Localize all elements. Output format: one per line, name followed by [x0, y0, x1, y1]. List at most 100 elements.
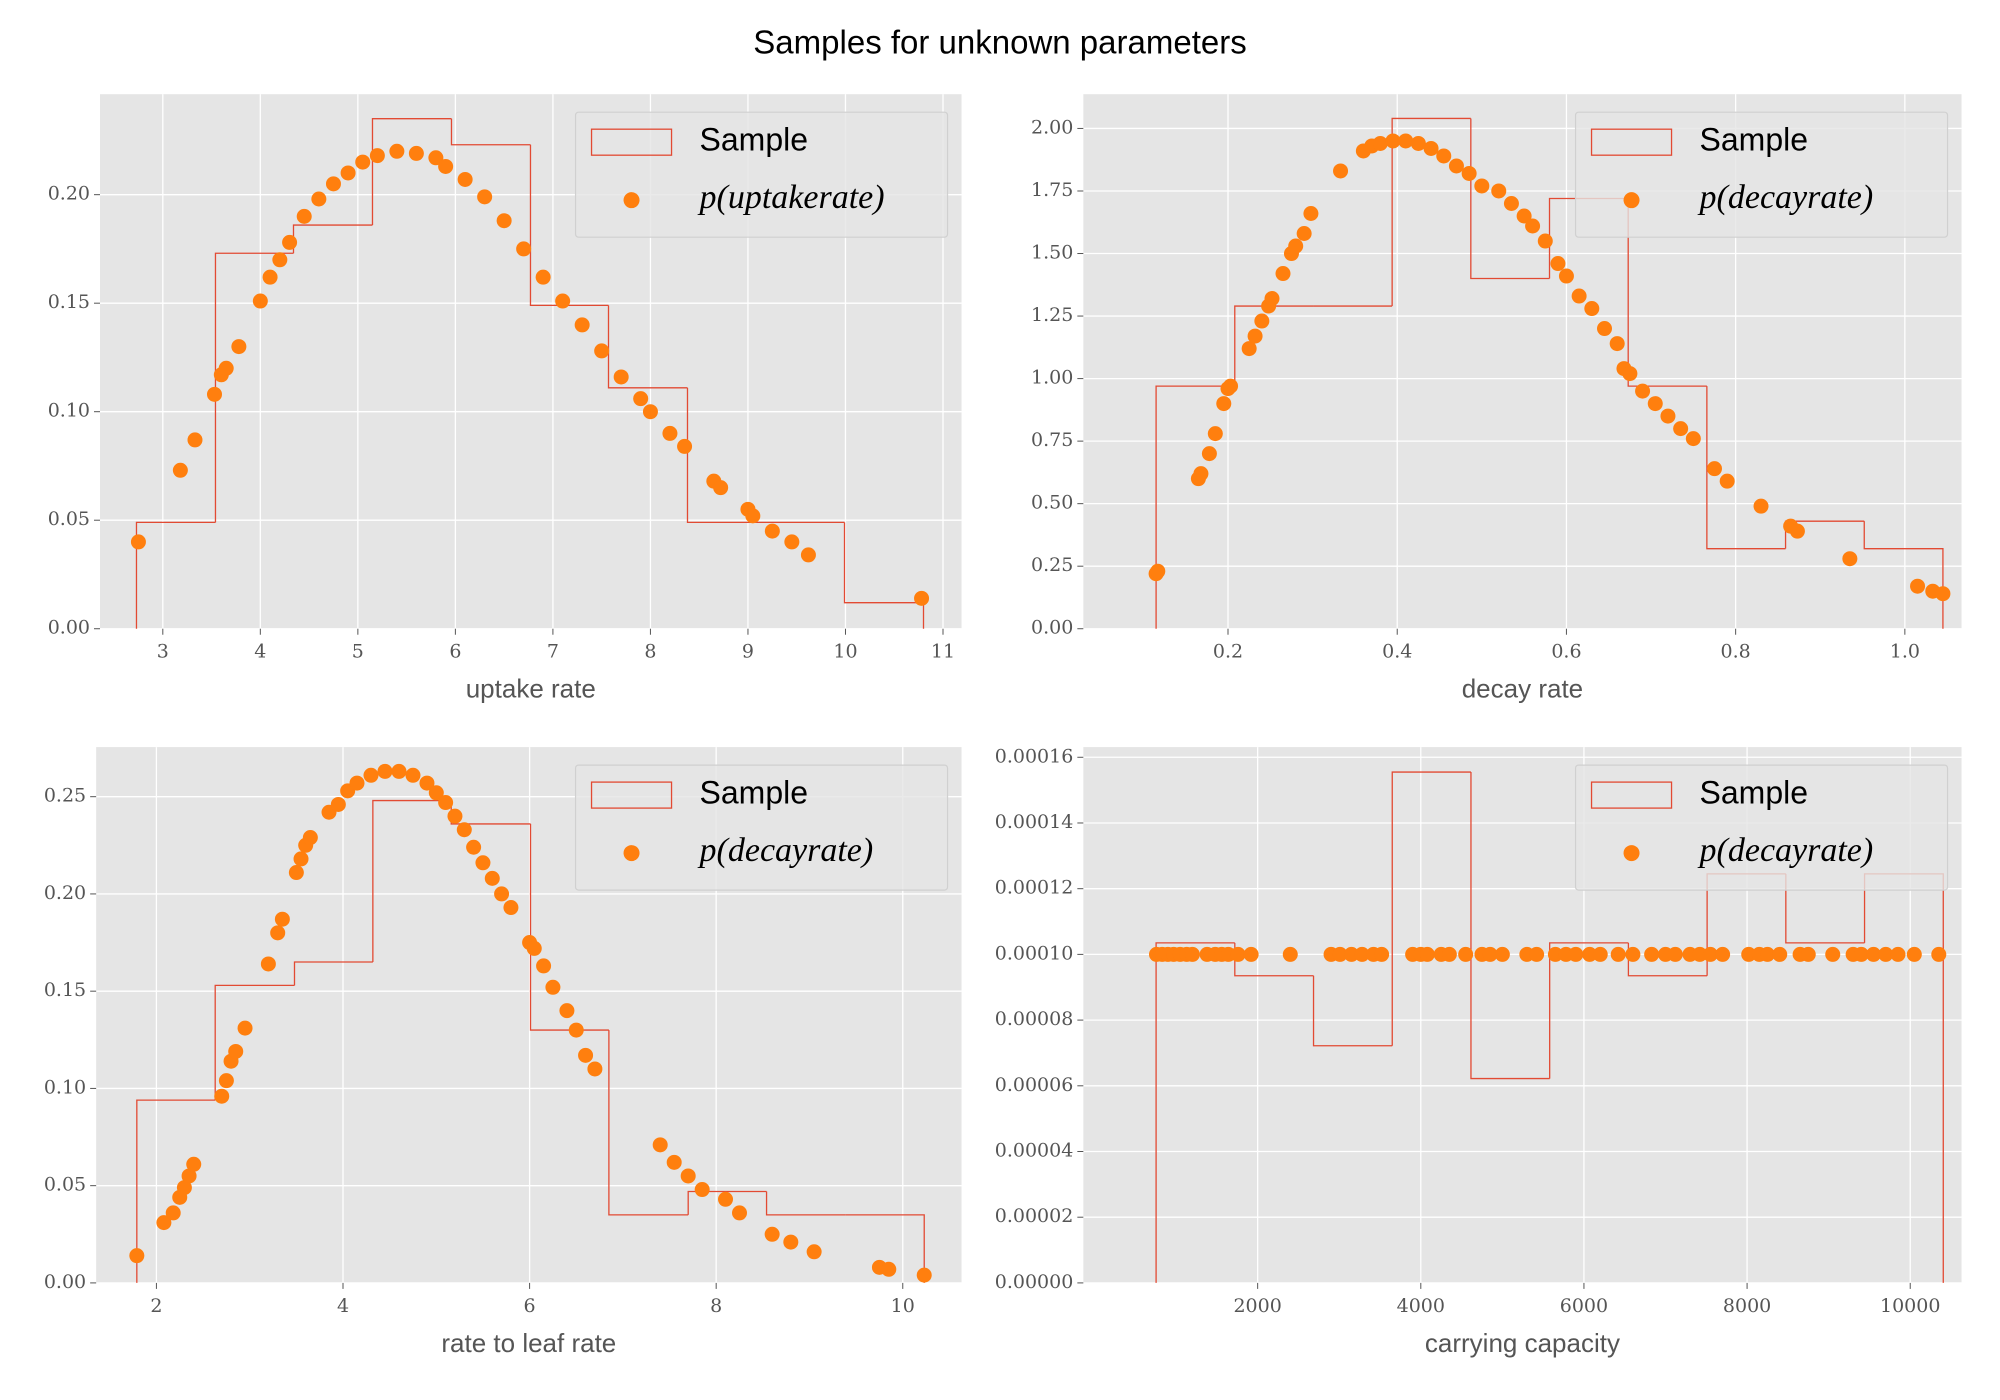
scatter-point [296, 208, 312, 224]
scatter-point [536, 958, 552, 974]
y-tick-label: 1.50 [1031, 242, 1073, 264]
y-tick-label: 0.00004 [995, 1140, 1074, 1162]
x-axis-label: carrying capacity [1425, 1328, 1620, 1358]
x-tick-label: 10 [891, 1295, 915, 1317]
x-tick-label: 7 [547, 641, 559, 663]
x-tick-label: 0.4 [1382, 641, 1412, 663]
y-tick-label: 0.00016 [995, 745, 1074, 767]
scatter-point [1866, 946, 1882, 962]
histogram-step [529, 144, 609, 307]
y-tick-label: 0.00 [44, 1271, 86, 1293]
scatter-point [526, 940, 542, 956]
x-tick-label: 5 [352, 641, 364, 663]
y-tick-label: 0.00 [48, 617, 90, 639]
scatter-point [662, 425, 678, 441]
y-tick-label: 1.75 [1031, 179, 1073, 201]
scatter-point [1223, 378, 1239, 394]
scatter-point [1482, 946, 1498, 962]
scatter-point [503, 900, 519, 916]
scatter-point [293, 851, 309, 867]
scatter-point [355, 154, 371, 170]
scatter-point [680, 1168, 696, 1184]
scatter-point [1753, 498, 1769, 514]
y-tick-label: 2.00 [1031, 116, 1073, 138]
histogram-step [1312, 975, 1393, 1047]
legend-label: p(uptakerate) [698, 179, 885, 216]
x-tick-label: 10 [833, 641, 857, 663]
legend-label: Sample [700, 775, 809, 811]
scatter-point [545, 979, 561, 995]
scatter-point [578, 1047, 594, 1063]
scatter-point [1372, 135, 1388, 151]
legend-label: Sample [1700, 775, 1809, 811]
legend-marker [1623, 192, 1640, 209]
scatter-point [1547, 946, 1563, 962]
scatter-point [475, 855, 491, 871]
legend-label: p(decayrate) [1698, 179, 1874, 216]
y-tick-label: 0.00000 [995, 1271, 1074, 1293]
scatter-point [1458, 946, 1474, 962]
scatter-point [1436, 148, 1452, 164]
scatter-point [1644, 946, 1660, 962]
y-tick-label: 0.00006 [995, 1074, 1074, 1096]
scatter-point [1772, 946, 1788, 962]
scatter-point [1354, 946, 1370, 962]
scatter-point [916, 1267, 932, 1283]
scatter-point [677, 438, 693, 454]
scatter-point [574, 317, 590, 333]
scatter-point [282, 234, 298, 250]
histogram-step [214, 984, 295, 1101]
scatter-point [252, 293, 268, 309]
legend-box [1574, 111, 1949, 238]
scatter-point [800, 547, 816, 563]
scatter-point [1558, 268, 1574, 284]
scatter-point [377, 763, 393, 779]
legend-swatch [590, 128, 673, 156]
y-tick-label: 0.20 [48, 183, 90, 205]
legend-marker [623, 192, 640, 209]
legend-marker [1623, 845, 1640, 862]
x-tick-label: 4000 [1397, 1295, 1445, 1317]
x-tick-label: 3 [157, 641, 169, 663]
y-tick-label: 0.00010 [995, 942, 1074, 964]
scatter-point [633, 391, 649, 407]
histogram-step [372, 799, 452, 963]
scatter-point [1241, 341, 1257, 357]
scatter-point [1264, 291, 1280, 307]
scatter-point [496, 213, 512, 229]
subplot: 0.00 0.05 0.10 0.15 0.20 0.25 2 4 6 8 10 rate to le… [44, 747, 962, 1358]
histogram-step [1785, 873, 1865, 944]
histogram-step [293, 961, 373, 986]
x-tick-label: 4 [337, 1295, 349, 1317]
scatter-point [881, 1261, 897, 1277]
scatter-point [274, 911, 290, 927]
scatter-point [477, 189, 493, 205]
scatter-point [666, 1154, 682, 1170]
scatter-point [428, 150, 444, 166]
scatter-point [732, 1205, 748, 1221]
scatter-point [311, 191, 327, 207]
scatter-point [555, 293, 571, 309]
histogram-step [765, 1191, 846, 1216]
x-tick-label: 10000 [1880, 1295, 1940, 1317]
scatter-point [330, 796, 346, 812]
scatter-point [806, 1244, 822, 1260]
scatter-point [1288, 238, 1304, 254]
scatter-point [129, 1248, 145, 1264]
scatter-point [1635, 383, 1651, 399]
y-tick-label: 0.75 [1031, 429, 1073, 451]
y-tick-label: 1.00 [1031, 367, 1073, 389]
scatter-point [218, 360, 234, 376]
scatter-point [1491, 183, 1507, 199]
scatter-point [1610, 946, 1626, 962]
subplot: 0.00 0.05 0.10 0.15 0.20 3 4 5 6 7 8 9 10 11 uptake ra… [48, 94, 962, 704]
scatter-point [559, 1003, 575, 1019]
histogram-step [1391, 117, 1471, 307]
scatter-point [1878, 946, 1894, 962]
y-tick-label: 0.25 [1031, 554, 1073, 576]
y-tick-label: 0.00002 [995, 1205, 1074, 1227]
scatter-point [1647, 396, 1663, 412]
legend-label: p(decayrate) [698, 832, 874, 869]
scatter-point [1332, 946, 1348, 962]
